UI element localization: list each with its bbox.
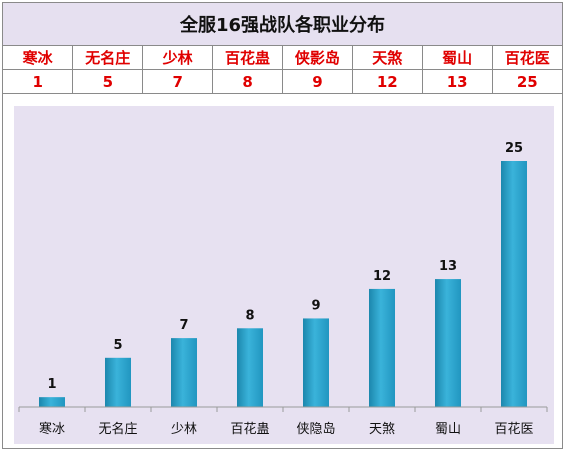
- summary-value-cell: 13: [421, 69, 493, 94]
- summary-name-cell: 百花蛊: [212, 46, 283, 70]
- summary-name-cell: 天煞: [351, 46, 423, 70]
- summary-name-cell: 少林: [142, 46, 214, 70]
- bar: [369, 288, 395, 407]
- summary-value-cell: 1: [3, 69, 74, 94]
- summary-name-cell: 侠影岛: [282, 46, 353, 70]
- summary-values-row: 1 5 7 8 9 12 13 25: [3, 69, 562, 94]
- page-title: 全服16强战队各职业分布: [3, 3, 562, 46]
- category-label: 天煞: [369, 422, 395, 437]
- category-label: 蜀山: [435, 422, 461, 437]
- summary-value-cell: 7: [142, 69, 214, 94]
- summary-value-cell: 8: [212, 69, 283, 94]
- category-label: 百花医: [494, 421, 533, 437]
- data-label: 25: [505, 141, 523, 156]
- summary-name-cell: 蜀山: [421, 46, 493, 70]
- category-label: 无名庄: [98, 421, 137, 437]
- category-label: 少林: [171, 422, 197, 437]
- summary-value-cell: 12: [351, 69, 423, 94]
- bar-chart: 1 寒冰 5 无名庄 7 少林 8 百花蛊 9 侠隐岛 12 天煞 13 蜀山 25 百花医: [18, 141, 548, 437]
- bar: [501, 161, 527, 407]
- summary-value-cell: 5: [72, 69, 144, 94]
- bar: [171, 338, 197, 407]
- summary-value-cell: 9: [282, 69, 353, 94]
- category-label: 寒冰: [39, 421, 65, 437]
- data-label: 5: [113, 338, 122, 353]
- bar: [39, 397, 65, 407]
- data-label: 13: [439, 259, 457, 274]
- data-label: 12: [373, 269, 391, 284]
- summary-name-cell: 无名庄: [72, 46, 144, 70]
- data-label: 8: [245, 308, 254, 323]
- data-label: 9: [311, 298, 320, 313]
- data-label: 1: [47, 377, 56, 392]
- summary-name-cell: 百花医: [491, 46, 562, 70]
- summary-names-row: 寒冰 无名庄 少林 百花蛊 侠影岛 天煞 蜀山 百花医: [3, 46, 562, 70]
- summary-value-cell: 25: [491, 69, 562, 94]
- bar: [105, 357, 131, 407]
- category-label: 侠隐岛: [296, 421, 335, 437]
- bar: [237, 328, 263, 407]
- chart-panel: 1 寒冰 5 无名庄 7 少林 8 百花蛊 9 侠隐岛 12 天煞 13 蜀山 25 百花医: [14, 106, 554, 444]
- data-label: 7: [179, 318, 188, 333]
- summary-table: 寒冰 无名庄 少林 百花蛊 侠影岛 天煞 蜀山 百花医 1 5 7 8 9 12…: [3, 46, 562, 94]
- bar: [435, 279, 461, 407]
- category-label: 百花蛊: [230, 421, 269, 437]
- bar: [303, 318, 329, 407]
- summary-name-cell: 寒冰: [3, 46, 74, 70]
